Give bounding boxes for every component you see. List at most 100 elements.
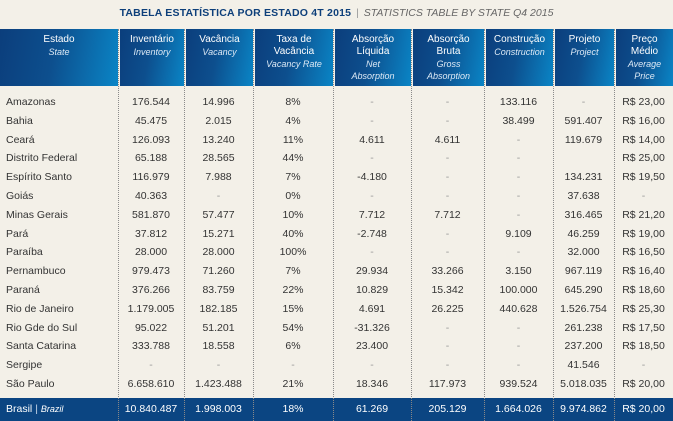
value-cell: R$ 19,00 [622, 227, 665, 240]
state-name-cell: Paraíba [6, 246, 43, 259]
value-cell: 95.022 [134, 321, 168, 334]
column-header: Absorção Bruta Gross Absorption [413, 29, 484, 86]
value-cell: - [370, 190, 374, 202]
value-cell: R$ 18,60 [622, 284, 665, 296]
column-header-pt: Absorção [351, 34, 395, 45]
value-cell: -31.326 [354, 321, 390, 334]
column-header-en: Gross [436, 59, 461, 69]
value-cell: - [216, 190, 221, 202]
column-header-pt: Projeto [568, 34, 601, 45]
value-cell: 28.000 [134, 246, 168, 259]
value-cell: - [516, 359, 521, 372]
value-cell: 2.015 [205, 114, 232, 127]
state-name-cell: Amazonas [6, 96, 56, 108]
value-cell: 28.565 [202, 152, 235, 165]
column-divider [614, 29, 615, 421]
value-cell: R$ 16,50 [622, 246, 665, 259]
column-header: Vacância Vacancy [186, 29, 253, 86]
value-cell: - [516, 133, 521, 146]
value-cell: 979.473 [132, 265, 170, 278]
value-cell: - [516, 190, 521, 202]
value-cell: - [445, 340, 450, 353]
value-cell: 1.526.754 [560, 302, 607, 315]
value-cell: - [370, 246, 374, 259]
column-header-pt: Vacância [199, 34, 240, 45]
value-cell: R$ 17,50 [622, 321, 665, 334]
value-cell: 100% [279, 246, 307, 259]
value-cell: 6.658.610 [127, 378, 175, 390]
value-cell: 14.996 [202, 96, 235, 108]
value-cell: R$ 16,40 [622, 265, 665, 278]
value-cell: -4.180 [357, 171, 387, 184]
total-value-cell: 205.129 [428, 403, 467, 415]
column-header-pt: Inventário [130, 34, 174, 45]
column-divider [333, 29, 334, 421]
value-cell: 4.611 [359, 133, 385, 146]
value-cell: 40% [282, 227, 304, 240]
value-cell: 581.870 [132, 208, 170, 221]
column-header-en: Absorption [426, 71, 471, 81]
value-cell: - [516, 171, 521, 184]
state-name-cell: Santa Catarina [6, 340, 77, 353]
value-cell: - [445, 190, 450, 202]
value-cell: 10% [282, 208, 304, 221]
value-cell: - [516, 208, 521, 221]
value-cell: 7% [285, 171, 301, 184]
value-cell: 8% [285, 96, 301, 108]
value-cell: R$ 23,00 [622, 96, 665, 108]
value-cell: R$ 19,50 [622, 171, 665, 184]
state-name-cell: Distrito Federal [6, 152, 78, 165]
table-row: São Paulo 6.658.610 1.423.488 21% 18.346 117.… [0, 375, 673, 394]
table-row: Santa Catarina 333.788 18.558 6% 23.400 - - 237… [0, 337, 673, 356]
table-row: Pará 37.812 15.271 40% -2.748 - 9.109 46.259 R$ … [0, 225, 673, 244]
table-row: Rio Gde do Sul 95.022 51.201 54% -31.326 - - 26… [0, 319, 673, 338]
value-cell: - [641, 359, 646, 372]
value-cell: 15.271 [202, 227, 235, 240]
table-row: Paraíba 28.000 28.000 100% - - - 32.000 R$ 16,50 [0, 243, 673, 262]
value-cell: 7.712 [434, 208, 461, 221]
value-cell: R$ 18,50 [622, 340, 665, 353]
value-cell: - [445, 96, 450, 108]
value-cell: 1.179.005 [127, 302, 175, 315]
table-title: TABELA ESTATÍSTICA POR ESTADO 4T 2015 | … [0, 7, 673, 19]
column-header: Construção Construction [486, 29, 553, 86]
value-cell: - [216, 359, 221, 372]
value-cell: - [445, 359, 450, 372]
value-cell: 33.266 [431, 265, 464, 278]
value-cell: 4% [285, 114, 301, 127]
value-cell: 261.238 [564, 321, 603, 334]
state-name-cell: Rio de Janeiro [6, 302, 74, 315]
column-header-pt: Preço [631, 34, 658, 45]
state-name-cell: Rio Gde do Sul [6, 321, 78, 334]
column-header-pt: Absorção [427, 34, 470, 45]
column-header: Estado State [0, 29, 118, 86]
value-cell: 119.679 [564, 133, 603, 146]
value-cell: 65.188 [134, 152, 168, 165]
column-header-en: Net [365, 59, 380, 69]
value-cell: 10.829 [355, 284, 389, 296]
value-cell: 1.423.488 [195, 378, 242, 390]
column-header-en: Inventory [133, 47, 171, 57]
value-cell: R$ 21,20 [622, 208, 665, 221]
value-cell: - [291, 359, 295, 372]
value-cell: 0% [285, 190, 301, 202]
table-header: Estado State Inventário Inventory Vacância Va… [0, 29, 673, 86]
column-header-en: Price [634, 71, 655, 81]
table-row: Distrito Federal 65.188 28.565 44% - - - R$ 25,… [0, 149, 673, 168]
value-cell: 126.093 [132, 133, 170, 146]
table-row: Pernambuco 979.473 71.260 7% 29.934 33.266 3.1… [0, 262, 673, 281]
value-cell: 967.119 [564, 265, 603, 278]
value-cell: 237.200 [564, 340, 603, 353]
column-header-en: Absorption [351, 71, 395, 81]
state-name-cell: Espírito Santo [6, 171, 72, 184]
value-cell: 71.260 [202, 265, 235, 278]
column-header-en: State [48, 47, 70, 57]
column-header-pt: Médio [630, 46, 659, 57]
value-cell: - [445, 114, 450, 127]
value-cell: 21% [282, 378, 304, 390]
column-header-en: Average [627, 59, 662, 69]
value-cell: 100.000 [499, 284, 538, 296]
title-separator: | [356, 7, 359, 19]
state-name-cell: Ceará [6, 133, 35, 146]
table-row: Rio de Janeiro 1.179.005 182.185 15% 4.691 26… [0, 300, 673, 319]
